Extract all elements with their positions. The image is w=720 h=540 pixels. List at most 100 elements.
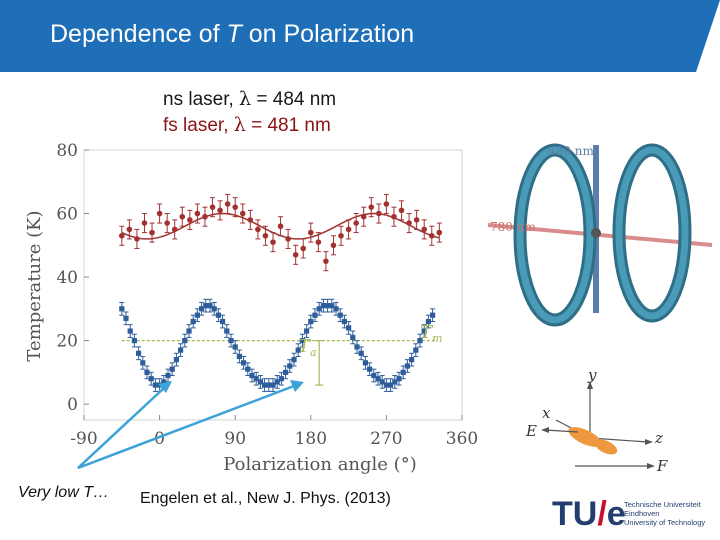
fs-label-text: fs laser, — [163, 115, 234, 136]
fs-data-point — [300, 245, 307, 252]
axis-x-label: x — [542, 404, 551, 422]
fs-data-point — [330, 242, 337, 249]
fs-data-point — [202, 213, 208, 220]
fs-data-point — [179, 213, 186, 220]
ns-data-point — [425, 318, 431, 325]
ns-data-point — [245, 366, 251, 372]
ns-data-point — [295, 347, 301, 353]
x-tick-label: -90 — [70, 429, 97, 449]
ns-data-point — [404, 363, 410, 369]
logo-line-1: Technische Universiteit — [624, 500, 701, 509]
ns-data-point — [417, 337, 423, 344]
right-ring — [615, 146, 689, 320]
left-ring — [516, 146, 594, 324]
ns-data-point — [341, 318, 347, 325]
ta-label: Ta — [298, 336, 317, 359]
fs-data-point — [323, 258, 329, 264]
fs-data-point — [262, 232, 269, 239]
fs-data-point — [391, 213, 397, 220]
tm-subscript: m — [432, 332, 442, 345]
tue-logo: TU/e Technische Universiteit Eindhoven U… — [552, 496, 717, 536]
ns-data-point — [383, 382, 389, 388]
fs-data-point — [308, 229, 314, 236]
fs-data-point — [217, 207, 223, 214]
z-arrow-head — [645, 439, 653, 445]
ns-data-point — [119, 306, 125, 312]
fs-data-point — [187, 217, 193, 223]
annotation-text: Very low T… — [18, 484, 109, 501]
ns-data-point — [182, 337, 188, 344]
ns-data-point — [371, 372, 377, 379]
ns-data-point — [194, 312, 200, 318]
ns-data-point — [337, 312, 343, 318]
title-bar: Dependence of T on Polarization — [0, 0, 720, 72]
ns-data-point — [333, 306, 339, 312]
y-tick-label: 80 — [56, 141, 78, 161]
x-tick-label: 90 — [224, 429, 246, 449]
logo-line-3: University of Technology — [624, 518, 706, 527]
ns-data-point — [316, 306, 322, 312]
logo-tu: TU — [552, 495, 598, 533]
citation: Engelen et al., New J. Phys. (2013) — [140, 490, 391, 507]
fs-data-point — [398, 207, 405, 214]
ns-series — [119, 298, 436, 392]
fs-data-point — [247, 217, 254, 223]
ns-data-point — [329, 303, 335, 309]
logo-e: e — [606, 495, 626, 533]
ns-data-point — [287, 363, 293, 369]
fs-data-point — [376, 210, 382, 217]
ns-data-point — [304, 328, 310, 334]
title-bar-background — [0, 0, 720, 72]
y-arrow-head — [587, 381, 593, 389]
fs-data-point — [171, 226, 178, 233]
tm-label: Tm — [420, 322, 442, 345]
slide-title: Dependence of T on Polarization — [50, 20, 414, 49]
logo-line-2: Eindhoven — [624, 509, 660, 518]
arrow-head-2 — [290, 380, 304, 392]
ns-data-point — [165, 372, 171, 379]
title-bar-shape — [0, 0, 720, 72]
ns-data-point — [144, 369, 150, 375]
ns-value: = 484 nm — [251, 89, 337, 110]
fs-data-point — [292, 252, 299, 258]
ns-data-point — [136, 350, 142, 356]
polarization-lobe-2 — [594, 439, 618, 455]
fs-data-point — [368, 204, 375, 210]
ns-data-point — [232, 344, 238, 350]
fs-data-point — [194, 210, 201, 217]
ns-data-point — [400, 369, 406, 375]
chart-labels: Polarization angle (°) Temperature (K) T… — [24, 210, 442, 475]
axis-y-label: y — [587, 366, 597, 384]
label-e: E — [525, 422, 537, 440]
ns-data-point — [346, 325, 352, 331]
y-axis-label: Temperature (K) — [24, 210, 45, 361]
e-field-arrow — [544, 429, 579, 433]
ns-data-point — [199, 306, 205, 312]
annotation-arrows — [77, 380, 304, 470]
fs-data-point — [232, 204, 238, 210]
ns-data-point — [253, 376, 259, 382]
beam-780-label: 780 nm — [490, 220, 536, 234]
ns-data-point — [312, 312, 318, 318]
arrow-head-1 — [158, 381, 172, 393]
ns-data-point — [413, 347, 419, 353]
fs-data-point — [383, 201, 390, 207]
ns-data-point — [224, 328, 230, 334]
ns-data-point — [388, 382, 394, 388]
y-tick-label: 60 — [56, 205, 78, 225]
lambda-symbol: λ — [233, 114, 246, 136]
tm-symbol: T — [420, 322, 434, 343]
ns-data-point — [308, 318, 314, 325]
ta-bracket — [315, 339, 324, 386]
fs-data-point — [134, 236, 140, 242]
fs-data-point — [421, 226, 428, 233]
title-variable: T — [226, 20, 242, 48]
ns-data-point — [367, 366, 373, 372]
ns-data-point — [207, 303, 213, 309]
ns-data-point — [266, 382, 272, 388]
logo-slash: / — [597, 495, 607, 533]
ns-data-point — [358, 350, 364, 356]
fs-data-point — [345, 226, 352, 233]
ns-data-point — [236, 353, 242, 360]
ns-data-point — [270, 382, 276, 388]
